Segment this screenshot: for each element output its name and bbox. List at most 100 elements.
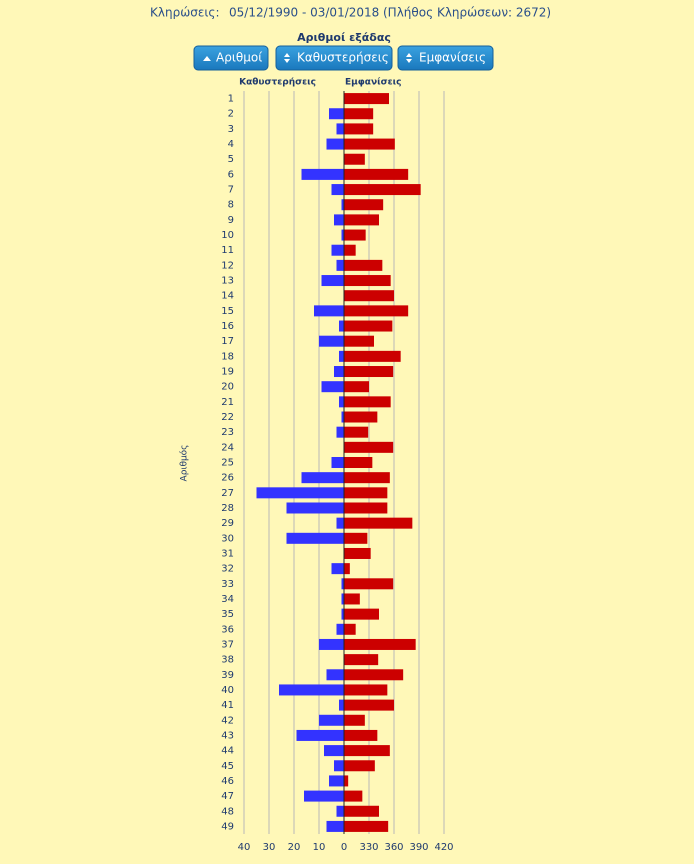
x-tick-label: 30 xyxy=(263,842,276,853)
y-tick-label: 23 xyxy=(221,427,234,438)
y-tick-label: 24 xyxy=(221,442,234,453)
y-tick-label: 26 xyxy=(221,473,234,484)
y-tick-label: 31 xyxy=(221,548,234,559)
y-tick-label: 44 xyxy=(221,746,234,757)
bar xyxy=(344,623,356,635)
y-tick-label: 9 xyxy=(228,215,234,226)
bar xyxy=(336,123,344,135)
y-tick-label: 43 xyxy=(221,730,234,741)
button-bg[interactable] xyxy=(193,45,269,71)
button[interactable]: Καθυστερήσεις xyxy=(275,45,393,71)
bar xyxy=(344,138,395,150)
bar xyxy=(344,790,363,802)
bar xyxy=(331,457,344,468)
y-tick-label: 25 xyxy=(221,458,234,469)
bar xyxy=(344,199,384,211)
bar xyxy=(344,457,373,468)
bar xyxy=(319,335,344,347)
bar xyxy=(344,517,413,529)
y-tick-label: 14 xyxy=(221,291,234,302)
bar xyxy=(326,820,344,832)
y-tick-label: 16 xyxy=(221,321,234,332)
button-label[interactable]: Εμφανίσεις xyxy=(419,51,486,65)
bar xyxy=(344,502,388,514)
y-tick-label: 49 xyxy=(221,821,234,832)
x-tick-label: 0 xyxy=(341,842,347,853)
bar xyxy=(341,411,344,423)
y-tick-label: 18 xyxy=(221,351,234,362)
y-tick-label: 27 xyxy=(221,488,234,499)
bar xyxy=(344,290,394,302)
bar xyxy=(344,320,393,332)
legend-entry: Καθυστερήσεις xyxy=(239,78,316,88)
bar xyxy=(344,805,379,817)
y-tick-label: 47 xyxy=(221,791,234,802)
y-tick-label: 48 xyxy=(221,806,234,817)
bar xyxy=(344,366,394,378)
bar xyxy=(344,684,388,696)
y-tick-label: 28 xyxy=(221,503,234,514)
button-label[interactable]: Καθυστερήσεις xyxy=(297,51,389,65)
bar xyxy=(344,699,394,711)
bar xyxy=(344,305,409,317)
bar xyxy=(344,593,360,605)
bar xyxy=(301,472,344,484)
y-tick-label: 29 xyxy=(221,518,234,529)
bar xyxy=(344,259,383,271)
y-tick-label: 42 xyxy=(221,715,234,726)
bar xyxy=(344,532,368,544)
bar xyxy=(336,517,344,529)
button-label[interactable]: Αριθμοί xyxy=(216,51,262,65)
y-tick-label: 13 xyxy=(221,276,234,287)
bar xyxy=(336,426,344,438)
y-axis-label: Αριθμός xyxy=(179,445,190,482)
bar xyxy=(334,366,344,378)
button-bg[interactable] xyxy=(397,45,494,71)
bar xyxy=(344,487,388,499)
bar xyxy=(319,638,344,650)
bar xyxy=(344,229,366,241)
y-tick-label: 5 xyxy=(228,154,234,165)
y-tick-label: 21 xyxy=(221,397,234,408)
bar xyxy=(304,790,344,802)
bar xyxy=(336,623,344,635)
bar xyxy=(341,199,344,211)
bar xyxy=(286,502,344,514)
bar xyxy=(341,608,344,620)
y-tick-label: 6 xyxy=(228,169,234,180)
bar xyxy=(324,745,344,757)
bar xyxy=(344,745,390,757)
bar xyxy=(344,214,379,226)
bar xyxy=(279,684,344,696)
bar xyxy=(344,714,365,726)
button[interactable]: Εμφανίσεις xyxy=(397,45,494,71)
bar xyxy=(326,669,344,681)
bar xyxy=(339,396,344,408)
bar xyxy=(321,381,344,393)
bar xyxy=(344,669,404,681)
button-bg[interactable] xyxy=(275,45,393,71)
bar xyxy=(344,775,349,787)
title: Αριθμοί εξάδας xyxy=(297,31,391,44)
x-tick-label: 40 xyxy=(238,842,251,853)
bar xyxy=(344,168,409,180)
y-tick-label: 39 xyxy=(221,670,234,681)
icon xyxy=(284,53,290,63)
bar xyxy=(344,184,421,196)
bar xyxy=(344,396,391,408)
y-tick-label: 41 xyxy=(221,700,234,711)
x-tick-label: 10 xyxy=(313,842,326,853)
icon xyxy=(406,53,412,63)
bar xyxy=(344,411,378,423)
header-label: Κληρώσεις: xyxy=(150,6,219,20)
bar xyxy=(344,123,374,135)
bar xyxy=(326,138,344,150)
bar xyxy=(339,699,344,711)
button[interactable]: Αριθμοί xyxy=(193,45,269,71)
bar xyxy=(331,184,344,196)
bar xyxy=(344,638,416,650)
bar xyxy=(344,350,401,362)
icon xyxy=(203,56,211,61)
bar xyxy=(344,441,394,453)
bar xyxy=(344,729,378,741)
